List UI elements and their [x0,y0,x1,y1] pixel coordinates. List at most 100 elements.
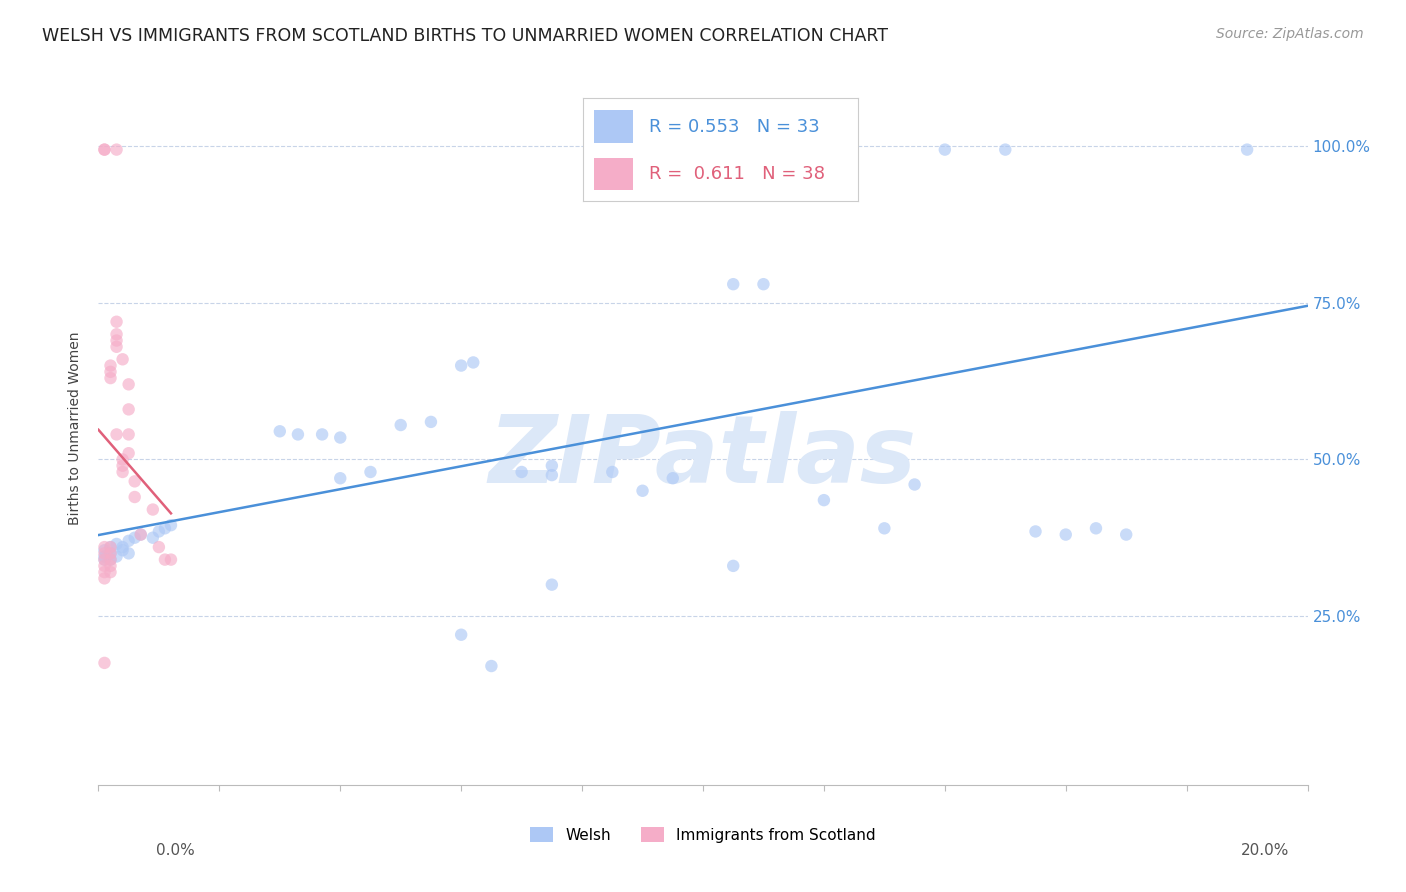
Point [100,558,122,573]
Point [723,277,745,292]
Point [105,427,128,442]
Point [360,465,382,479]
Point [510,465,533,479]
Point [100,565,122,579]
Point [93,552,115,566]
Point [142,531,165,545]
Point [100,546,122,560]
Text: 0.0%: 0.0% [156,843,195,858]
Point [450,359,472,373]
Point [389,417,412,432]
Y-axis label: Births to Unmarried Women: Births to Unmarried Women [69,332,83,524]
Point [105,143,128,157]
Point [813,493,835,508]
Point [105,327,128,342]
Point [100,371,122,385]
Point [329,471,352,485]
Point [100,552,122,566]
Point [1236,143,1258,157]
Point [118,377,141,392]
Point [105,340,128,354]
Point [118,446,141,460]
Point [118,402,141,417]
Legend: Welsh, Immigrants from Scotland: Welsh, Immigrants from Scotland [524,821,882,848]
Point [111,540,134,554]
Point [124,531,146,545]
Text: Source: ZipAtlas.com: Source: ZipAtlas.com [1216,27,1364,41]
Point [752,277,775,292]
Point [105,549,128,564]
Point [93,549,115,564]
Point [1054,527,1077,541]
Point [93,143,115,157]
Point [124,490,146,504]
Text: WELSH VS IMMIGRANTS FROM SCOTLAND BIRTHS TO UNMARRIED WOMEN CORRELATION CHART: WELSH VS IMMIGRANTS FROM SCOTLAND BIRTHS… [42,27,889,45]
Point [934,143,956,157]
Point [129,527,152,541]
Point [111,452,134,467]
Point [118,546,141,560]
Point [692,143,714,157]
Point [540,577,562,591]
Point [100,365,122,379]
Point [105,334,128,348]
Point [111,458,134,473]
Point [111,465,134,479]
Point [93,558,115,573]
Point [93,543,115,558]
Point [602,465,624,479]
Point [904,477,927,491]
Point [124,475,146,489]
Point [93,552,115,566]
Point [1024,524,1046,539]
Point [105,315,128,329]
Text: R =  0.611   N = 38: R = 0.611 N = 38 [650,165,825,183]
Text: R = 0.553   N = 33: R = 0.553 N = 33 [650,118,820,136]
Point [450,628,472,642]
Point [111,543,134,558]
Point [100,552,122,566]
Point [100,540,122,554]
Point [783,143,806,157]
Point [540,458,562,473]
Point [160,552,183,566]
Point [723,558,745,573]
Point [994,143,1017,157]
Point [661,143,683,157]
Point [329,431,352,445]
Point [111,352,134,367]
Point [311,427,333,442]
Text: 20.0%: 20.0% [1241,843,1289,858]
Point [142,502,165,516]
Point [153,552,176,566]
Text: ZIPatlas: ZIPatlas [489,410,917,503]
Point [100,359,122,373]
Point [93,656,115,670]
Point [160,518,183,533]
Point [100,546,122,560]
Point [93,546,115,560]
Point [93,540,115,554]
Point [93,571,115,585]
Point [420,415,443,429]
Point [148,540,170,554]
Point [1115,527,1137,541]
Point [148,524,170,539]
Point [93,565,115,579]
Point [100,540,122,554]
Point [105,537,128,551]
Bar [595,158,633,190]
Point [1085,521,1108,535]
Point [873,521,896,535]
Bar [595,111,633,144]
Point [481,659,503,673]
Point [540,468,562,483]
Point [129,527,152,541]
Point [153,521,176,535]
Point [93,143,115,157]
Point [463,355,485,369]
Point [661,471,683,485]
Point [287,427,309,442]
Point [118,427,141,442]
Point [631,483,654,498]
